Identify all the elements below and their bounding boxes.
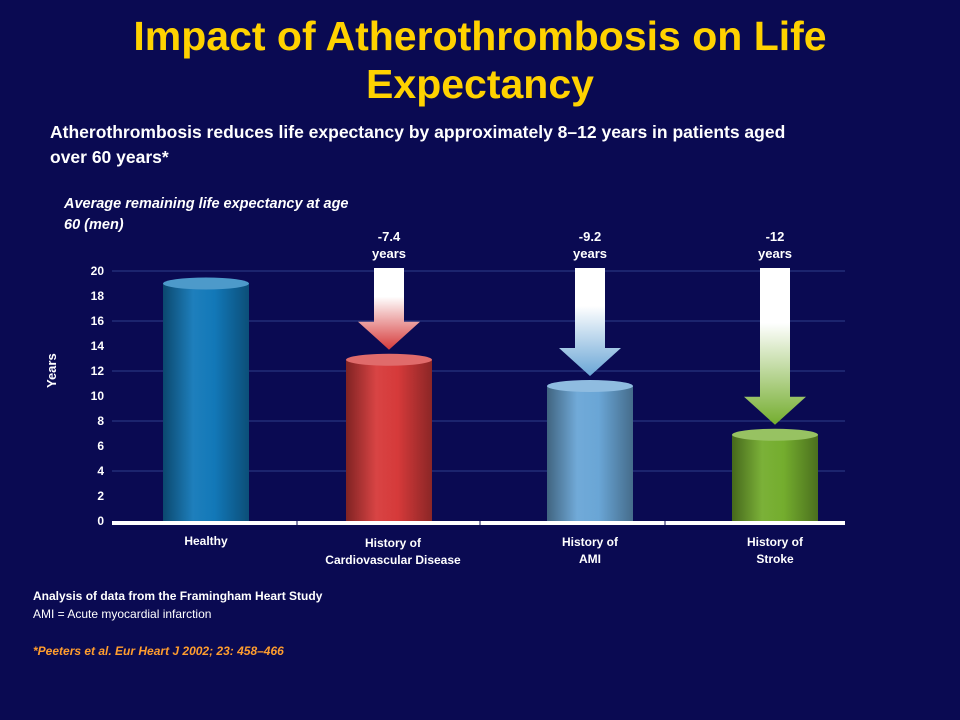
footer-abbreviation: AMI = Acute myocardial infarction [33, 607, 212, 621]
y-tick-label: 4 [97, 464, 104, 478]
bar [163, 283, 249, 521]
x-tick-label: History of [365, 536, 422, 550]
arrows [358, 268, 806, 425]
x-tick-label: Cardiovascular Disease [325, 553, 461, 567]
footer-study-note: Analysis of data from the Framingham Hea… [33, 589, 323, 603]
y-tick-label: 6 [97, 439, 104, 453]
x-tick-label: History of [562, 535, 619, 549]
x-axis-labels: Healthy History of Cardiovascular Disease H… [184, 534, 804, 567]
y-tick-label: 12 [91, 364, 105, 378]
slide-subtitle: Atherothrombosis reduces life expectancy… [50, 122, 786, 167]
slide-title: Impact of Atherothrombosis on Life Expec… [133, 13, 827, 107]
y-tick-label: 18 [91, 289, 105, 303]
down-arrow-icon [559, 268, 621, 376]
annotation-label: -9.2 [579, 229, 601, 244]
x-axis-baseline [112, 521, 845, 525]
bar-top [547, 380, 633, 392]
y-tick-label: 10 [91, 389, 105, 403]
x-tick-label: History of [747, 535, 804, 549]
bar [732, 434, 818, 521]
annotation-label: years [372, 246, 406, 261]
bar [547, 386, 633, 521]
annotation-label: -12 [766, 229, 785, 244]
y-tick-label: 0 [97, 514, 104, 528]
chart-title: Average remaining life expectancy at age… [64, 196, 349, 233]
down-arrow-icon [744, 268, 806, 425]
y-tick-label: 16 [91, 314, 105, 328]
bars [163, 277, 818, 521]
y-tick-label: 8 [97, 414, 104, 428]
footer-reference: *Peeters et al. Eur Heart J 2002; 23: 45… [33, 644, 284, 658]
y-axis-ticks: 0 2 4 6 8 10 12 14 16 18 20 [91, 264, 105, 528]
down-arrow-icon [358, 268, 420, 350]
y-tick-label: 20 [91, 264, 105, 278]
y-tick-label: 2 [97, 489, 104, 503]
y-tick-label: 14 [91, 339, 105, 353]
bar-top [163, 277, 249, 290]
x-tick-label: Healthy [184, 534, 228, 548]
annotations: -7.4 years -9.2 years -12 years [372, 229, 792, 261]
annotation-label: years [758, 246, 792, 261]
bar-top [346, 353, 432, 366]
x-tick-label: AMI [579, 552, 601, 566]
bar-top [732, 428, 818, 441]
annotation-label: years [573, 246, 607, 261]
bar [346, 359, 432, 521]
annotation-label: -7.4 [378, 229, 401, 244]
x-tick-label: Stroke [756, 552, 794, 566]
